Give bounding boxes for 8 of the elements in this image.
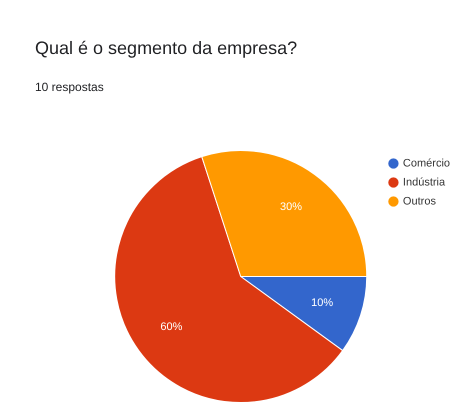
chart-title: Qual é o segmento da empresa?: [35, 38, 298, 59]
data-label: 60%: [160, 320, 183, 333]
legend-label: Outros: [402, 196, 436, 208]
legend-label: Comércio: [402, 158, 450, 170]
chart-subtitle: 10 respostas: [35, 80, 104, 94]
data-label: 10%: [311, 297, 334, 310]
legend-label: Indústria: [402, 176, 446, 189]
data-label: 30%: [280, 201, 302, 214]
